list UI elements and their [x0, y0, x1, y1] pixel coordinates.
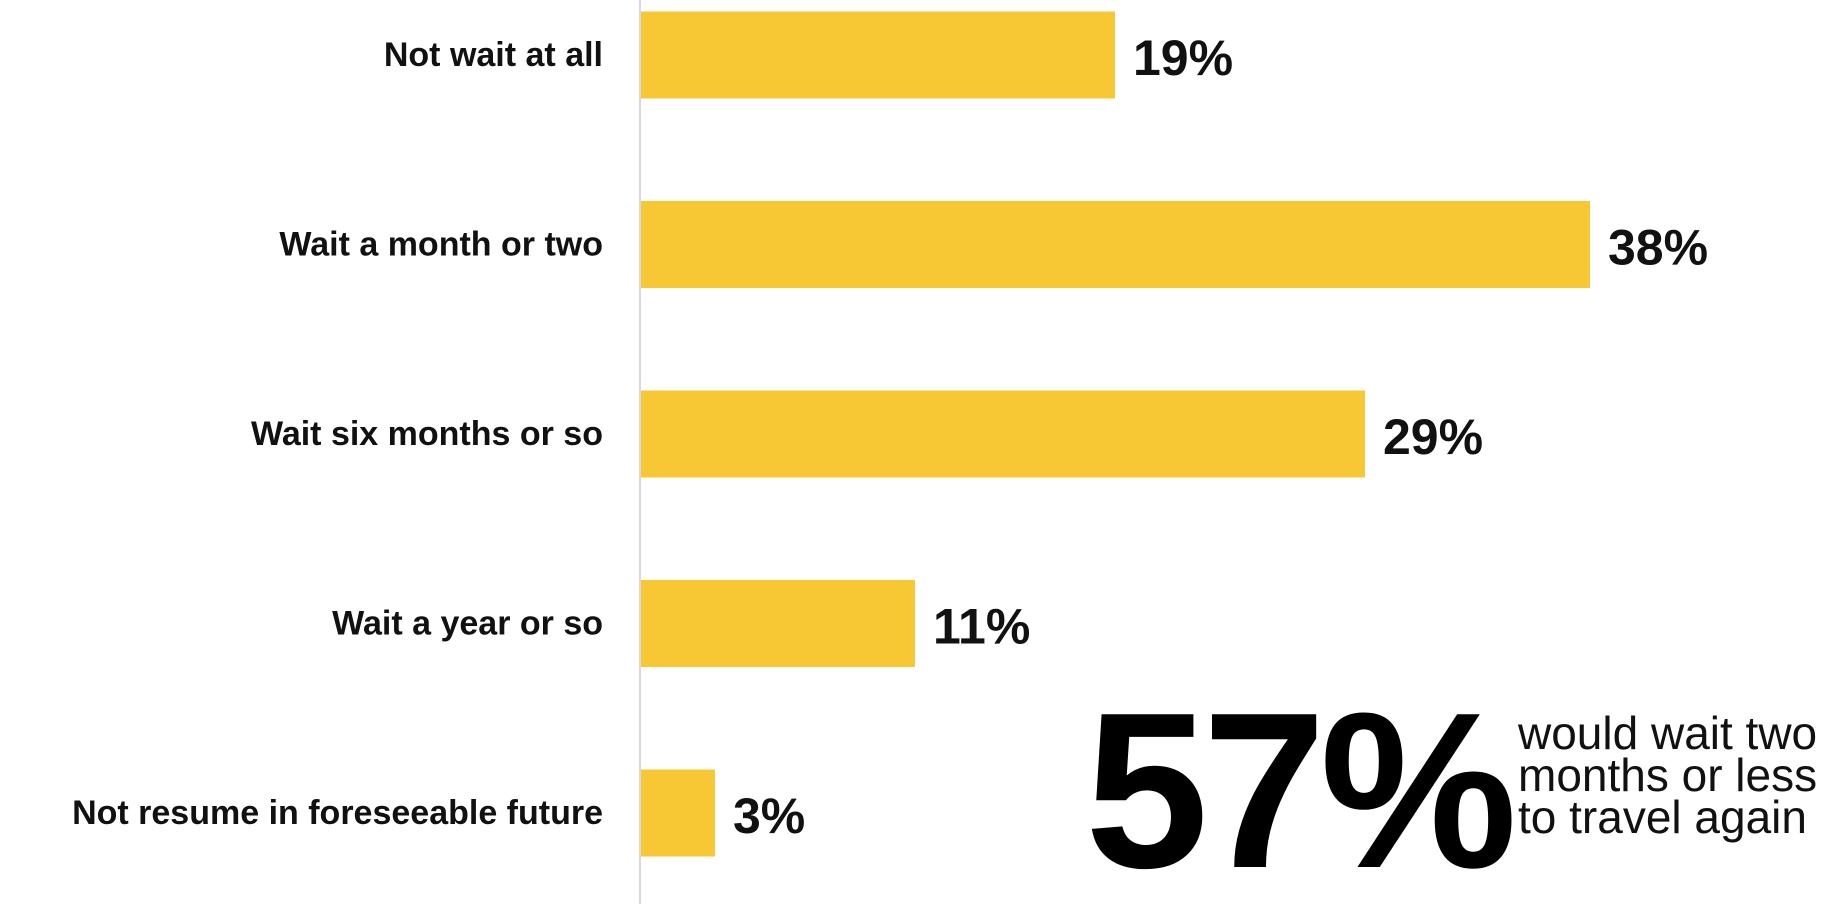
bar-wait-six-months-or-so — [640, 390, 1365, 478]
category-label-wait-a-year-or-so: Wait a year or so — [332, 605, 603, 643]
bars-group — [640, 11, 1590, 857]
category-labels-group: Not wait at all Wait a month or two Wait s… — [72, 36, 603, 832]
value-labels-group: 19% 38% 29% 11% 3% — [733, 30, 1708, 844]
bar-wait-a-month-or-two — [640, 201, 1590, 288]
bar-not-resume-in-foreseeable-future — [640, 769, 715, 857]
value-label-wait-a-month-or-two: 38% — [1608, 220, 1708, 276]
category-label-not-resume-in-foreseeable-future: Not resume in foreseeable future — [72, 794, 603, 832]
value-label-not-resume-in-foreseeable-future: 3% — [733, 788, 805, 844]
category-label-not-wait-at-all: Not wait at all — [384, 36, 603, 74]
value-label-wait-a-year-or-so: 11% — [933, 599, 1030, 655]
category-label-wait-a-month-or-two: Wait a month or two — [279, 226, 603, 264]
callout-percentage: 57% — [1085, 667, 1517, 915]
bar-not-wait-at-all — [640, 11, 1115, 99]
value-label-not-wait-at-all: 19% — [1133, 30, 1233, 86]
bar-wait-a-year-or-so — [640, 580, 915, 667]
callout-line-3: to travel again — [1518, 791, 1807, 843]
callout-line-2: months or less — [1518, 749, 1818, 801]
category-label-wait-six-months-or-so: Wait six months or so — [251, 415, 603, 453]
value-label-wait-six-months-or-so: 29% — [1383, 409, 1483, 465]
callout-line-1: would wait two — [1518, 707, 1818, 759]
callout-description: would wait two months or less to travel … — [1518, 707, 1838, 843]
